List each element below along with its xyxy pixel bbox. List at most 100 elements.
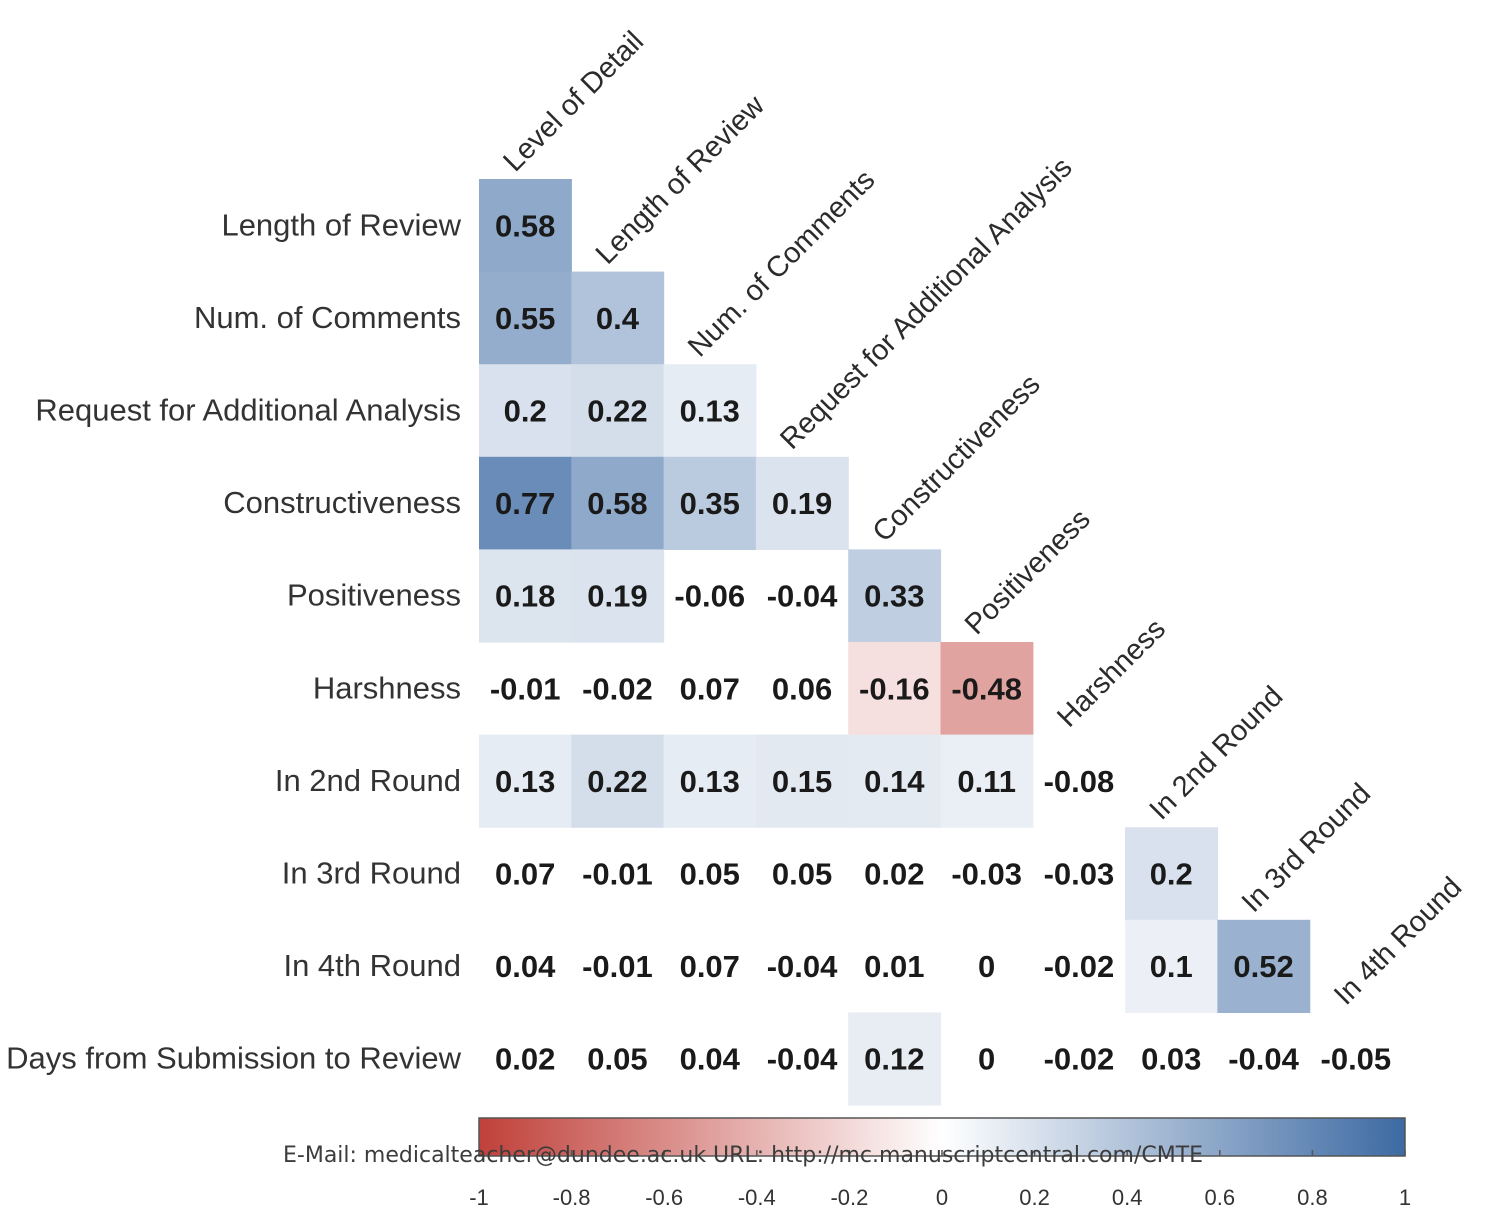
- legend-tick-label: 0.8: [1297, 1185, 1328, 1210]
- heatmap-cell: [663, 364, 757, 458]
- heatmap-cell: [479, 549, 572, 643]
- row-label: Length of Review: [221, 207, 461, 242]
- cell-value-label: 0.02: [495, 1042, 555, 1077]
- heatmap-cell: [848, 642, 942, 736]
- color-legend: -1 -0.8 -0.6 -0.4 -0.2 0 0.2 0.4 0.6 0.8 1: [469, 1117, 1411, 1210]
- cell-value-label: 0.22: [587, 394, 647, 429]
- legend-tick-label: -0.6: [645, 1185, 683, 1210]
- heatmap-cell: [479, 364, 572, 458]
- column-label: Harshness: [1051, 613, 1172, 734]
- legend-tick-label: 0.2: [1019, 1185, 1050, 1210]
- heatmap-cell: [940, 734, 1034, 828]
- cell-value-label: -0.16: [859, 671, 930, 706]
- row-label: Harshness: [313, 670, 461, 705]
- cell-value-label: 0.06: [772, 671, 832, 706]
- heatmap-cell: [1125, 827, 1218, 921]
- row-labels: Length of Review Num. of Comments Request …: [6, 207, 461, 1075]
- cell-value-label: 0.07: [680, 949, 740, 984]
- heatmap-cell: [479, 734, 572, 828]
- cell-value-label: 0.14: [864, 764, 925, 799]
- cell-value-label: 0.1: [1150, 949, 1193, 984]
- cell-value-label: 0.58: [495, 208, 555, 243]
- heatmap-cell: [848, 734, 942, 828]
- cell-value-label: -0.08: [1044, 764, 1115, 799]
- cell-value-label: 0.13: [495, 764, 555, 799]
- cell-value-label: -0.48: [951, 671, 1022, 706]
- legend-tick-label: 0: [936, 1185, 948, 1210]
- cell-value-label: -0.01: [490, 671, 561, 706]
- heatmap-cell: [663, 734, 757, 828]
- row-label: Request for Additional Analysis: [35, 393, 461, 428]
- row-label: Num. of Comments: [194, 300, 461, 335]
- row-label: Positiveness: [287, 578, 461, 613]
- legend-tick-label: -0.8: [553, 1185, 591, 1210]
- heatmap-cell: [571, 271, 665, 365]
- row-label: In 4th Round: [283, 948, 461, 983]
- heatmap-cell: [571, 734, 665, 828]
- cell-value-label: 0.05: [772, 857, 832, 892]
- column-label: In 4th Round: [1328, 871, 1468, 1011]
- row-label: Days from Submission to Review: [6, 1041, 461, 1076]
- column-label: Num. of Comments: [682, 164, 881, 363]
- cell-value-label: 0.19: [587, 579, 647, 614]
- cell-value-label: 0.13: [680, 394, 740, 429]
- row-label: In 2nd Round: [275, 763, 461, 798]
- legend-tick-label: 1: [1399, 1185, 1411, 1210]
- cell-value-label: 0.07: [495, 857, 555, 892]
- cell-value-label: 0.04: [495, 949, 556, 984]
- cell-value-label: 0.01: [864, 949, 924, 984]
- legend-tick-label: -0.4: [738, 1185, 776, 1210]
- heatmap-cells: [479, 179, 1311, 1106]
- legend-color-bar: [478, 1117, 1406, 1157]
- cell-value-label: 0.05: [680, 857, 740, 892]
- row-label: Constructiveness: [223, 485, 461, 520]
- heatmap-cell: [848, 1012, 942, 1106]
- cell-value-label: 0.22: [587, 764, 647, 799]
- cell-value-label: 0.12: [864, 1042, 924, 1077]
- cell-value-label: 0.52: [1233, 949, 1293, 984]
- heatmap-cell: [755, 456, 849, 550]
- heatmap-cell: [1217, 919, 1311, 1013]
- legend-tick-label: 0.4: [1112, 1185, 1143, 1210]
- heatmap-cell: [571, 364, 665, 458]
- column-label: Length of Review: [590, 89, 772, 271]
- heatmap-cell: [479, 271, 572, 365]
- column-label: In 2nd Round: [1144, 680, 1290, 826]
- cell-value-label: 0.55: [495, 301, 555, 336]
- heatmap-cell: [571, 456, 665, 550]
- cell-value-label: -0.02: [1044, 1042, 1115, 1077]
- cell-value-label: -0.04: [767, 579, 838, 614]
- cell-value-label: 0.04: [680, 1042, 741, 1077]
- cell-value-label: 0.77: [495, 486, 555, 521]
- cell-value-label: -0.01: [582, 857, 653, 892]
- heatmap-cell: [1125, 919, 1218, 1013]
- cell-value-label: -0.03: [951, 857, 1022, 892]
- cell-value-label: 0.05: [587, 1042, 647, 1077]
- cell-value-label: 0.2: [1150, 857, 1193, 892]
- cell-value-label: 0.2: [504, 394, 547, 429]
- heatmap-cell: [940, 642, 1034, 736]
- cell-value-label: -0.03: [1044, 857, 1115, 892]
- cell-value-label: 0.19: [772, 486, 832, 521]
- cell-value-label: 0.11: [957, 764, 1016, 799]
- cell-value-label: 0.35: [680, 486, 740, 521]
- column-label: Request for Additional Analysis: [774, 152, 1078, 456]
- cell-value-label: -0.04: [767, 1042, 838, 1077]
- heatmap-cell: [848, 549, 942, 643]
- legend-tick-label: 0.6: [1205, 1185, 1236, 1210]
- cell-value-label: 0.02: [864, 857, 924, 892]
- cell-value-label: 0.58: [587, 486, 647, 521]
- cell-value-label: 0.15: [772, 764, 832, 799]
- heatmap-cell: [755, 734, 849, 828]
- cell-value-label: -0.01: [582, 949, 653, 984]
- heatmap-cell: [479, 456, 572, 550]
- legend-tick-label: -0.2: [830, 1185, 868, 1210]
- heatmap-cell: [571, 549, 665, 643]
- column-label: Constructiveness: [867, 368, 1047, 548]
- cell-value-label: 0.18: [495, 579, 555, 614]
- cell-value-label: -0.06: [674, 579, 745, 614]
- cell-value-label: -0.02: [1044, 949, 1115, 984]
- cell-value-label: 0.07: [680, 671, 740, 706]
- legend-tick-label: -1: [469, 1185, 489, 1210]
- cell-value-label: 0.13: [680, 764, 740, 799]
